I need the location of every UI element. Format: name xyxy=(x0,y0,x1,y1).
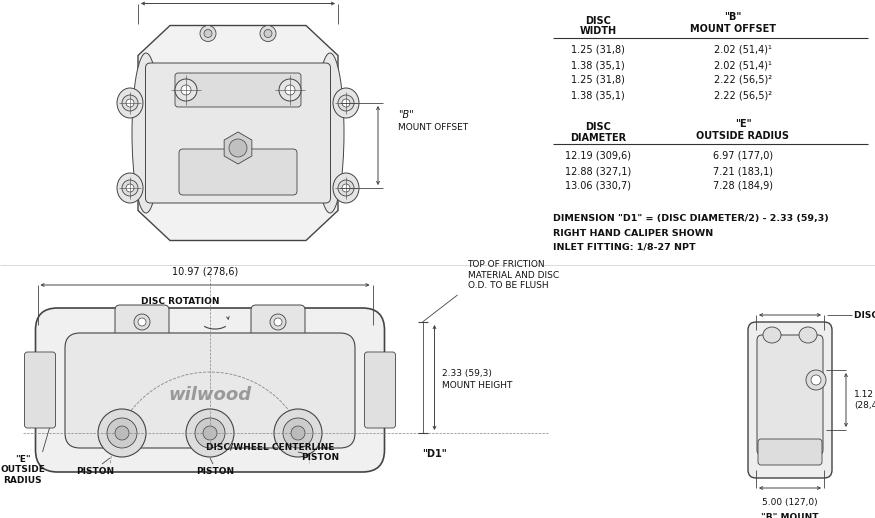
Text: 2.22 (56,5)²: 2.22 (56,5)² xyxy=(714,90,772,100)
Circle shape xyxy=(122,180,138,196)
Text: DISC WIDTH: DISC WIDTH xyxy=(854,310,875,320)
Text: TOP OF FRICTION
MATERIAL AND DISC
O.D. TO BE FLUSH: TOP OF FRICTION MATERIAL AND DISC O.D. T… xyxy=(467,260,558,290)
Circle shape xyxy=(115,426,129,440)
Circle shape xyxy=(274,409,322,457)
Text: 1.38 (35,1): 1.38 (35,1) xyxy=(571,90,625,100)
Circle shape xyxy=(126,184,134,192)
FancyBboxPatch shape xyxy=(24,352,55,428)
FancyBboxPatch shape xyxy=(748,322,832,478)
Circle shape xyxy=(279,79,301,101)
Polygon shape xyxy=(224,132,252,164)
Circle shape xyxy=(204,30,212,37)
Text: 7.28 (184,9): 7.28 (184,9) xyxy=(713,181,773,191)
Circle shape xyxy=(291,426,305,440)
Circle shape xyxy=(229,139,247,157)
Text: DIAMETER: DIAMETER xyxy=(570,133,626,143)
Circle shape xyxy=(283,418,313,448)
Circle shape xyxy=(181,85,191,95)
Text: 2.02 (51,4)¹: 2.02 (51,4)¹ xyxy=(714,60,772,70)
Circle shape xyxy=(134,314,150,330)
Circle shape xyxy=(338,180,354,196)
Circle shape xyxy=(122,95,138,111)
Text: MOUNT HEIGHT: MOUNT HEIGHT xyxy=(443,381,513,390)
Text: 1.25 (31,8): 1.25 (31,8) xyxy=(571,45,625,55)
Ellipse shape xyxy=(333,88,359,118)
Text: INLET FITTING: 1/8-27 NPT: INLET FITTING: 1/8-27 NPT xyxy=(553,242,696,252)
Ellipse shape xyxy=(316,53,344,213)
FancyBboxPatch shape xyxy=(251,305,305,347)
Text: 2.33 (59,3): 2.33 (59,3) xyxy=(443,369,493,378)
Text: RIGHT HAND CALIPER SHOWN: RIGHT HAND CALIPER SHOWN xyxy=(553,228,713,237)
Circle shape xyxy=(338,95,354,111)
Text: 13.06 (330,7): 13.06 (330,7) xyxy=(565,181,631,191)
Text: MOUNT OFFSET: MOUNT OFFSET xyxy=(690,24,776,34)
Text: "D1": "D1" xyxy=(422,449,447,459)
Text: DIMENSION "D1" = (DISC DIAMETER/2) - 2.33 (59,3): DIMENSION "D1" = (DISC DIAMETER/2) - 2.3… xyxy=(553,214,829,223)
Text: OUTSIDE RADIUS: OUTSIDE RADIUS xyxy=(696,131,789,141)
Text: 12.88 (327,1): 12.88 (327,1) xyxy=(565,166,631,176)
Circle shape xyxy=(260,25,276,41)
Text: "B": "B" xyxy=(724,12,742,22)
Circle shape xyxy=(98,409,146,457)
FancyBboxPatch shape xyxy=(36,308,384,472)
FancyBboxPatch shape xyxy=(179,149,297,195)
Text: 1.25 (31,8): 1.25 (31,8) xyxy=(571,75,625,85)
Circle shape xyxy=(203,426,217,440)
Text: MOUNT OFFSET: MOUNT OFFSET xyxy=(398,122,468,132)
Text: DISC/WHEEL CENTERLINE: DISC/WHEEL CENTERLINE xyxy=(206,443,334,452)
Polygon shape xyxy=(138,25,338,240)
Text: 10.97 (278,6): 10.97 (278,6) xyxy=(172,267,238,277)
Text: "B": "B" xyxy=(398,110,414,120)
Text: WIDTH: WIDTH xyxy=(579,26,617,36)
FancyBboxPatch shape xyxy=(758,439,822,465)
Text: "B" MOUNT
OFFSET: "B" MOUNT OFFSET xyxy=(761,513,819,518)
Text: "E": "E" xyxy=(735,119,752,129)
Text: PISTON: PISTON xyxy=(196,468,234,477)
Ellipse shape xyxy=(333,173,359,203)
Text: 1.12
(28,4): 1.12 (28,4) xyxy=(854,390,875,410)
Text: wilwood: wilwood xyxy=(168,386,252,404)
FancyBboxPatch shape xyxy=(145,63,331,203)
Circle shape xyxy=(285,85,295,95)
Circle shape xyxy=(270,314,286,330)
Text: DISC: DISC xyxy=(585,16,611,26)
Circle shape xyxy=(195,418,225,448)
Text: 12.19 (309,6): 12.19 (309,6) xyxy=(565,151,631,161)
Circle shape xyxy=(264,30,272,37)
Ellipse shape xyxy=(117,173,143,203)
FancyBboxPatch shape xyxy=(365,352,396,428)
Circle shape xyxy=(811,375,821,385)
Ellipse shape xyxy=(799,327,817,343)
Text: "E"
OUTSIDE
RADIUS: "E" OUTSIDE RADIUS xyxy=(0,455,45,485)
Circle shape xyxy=(806,370,826,390)
Circle shape xyxy=(274,318,282,326)
Ellipse shape xyxy=(763,327,781,343)
Ellipse shape xyxy=(132,53,160,213)
Text: 5.00 (127,0): 5.00 (127,0) xyxy=(762,498,818,507)
Text: DISC: DISC xyxy=(585,122,611,132)
Text: 2.22 (56,5)²: 2.22 (56,5)² xyxy=(714,75,772,85)
Text: PISTON: PISTON xyxy=(76,468,114,477)
FancyBboxPatch shape xyxy=(757,335,823,455)
Text: 2.02 (51,4)¹: 2.02 (51,4)¹ xyxy=(714,45,772,55)
Circle shape xyxy=(186,409,234,457)
Circle shape xyxy=(342,184,350,192)
Ellipse shape xyxy=(117,88,143,118)
Circle shape xyxy=(200,25,216,41)
Text: 6.97 (177,0): 6.97 (177,0) xyxy=(713,151,774,161)
Text: DISC ROTATION: DISC ROTATION xyxy=(141,297,220,307)
FancyBboxPatch shape xyxy=(115,305,169,347)
Circle shape xyxy=(138,318,146,326)
FancyBboxPatch shape xyxy=(175,73,301,107)
Circle shape xyxy=(107,418,137,448)
Circle shape xyxy=(175,79,197,101)
Text: 7.21 (183,1): 7.21 (183,1) xyxy=(713,166,773,176)
Text: 1.38 (35,1): 1.38 (35,1) xyxy=(571,60,625,70)
Circle shape xyxy=(342,99,350,107)
Text: PISTON: PISTON xyxy=(301,453,340,463)
FancyBboxPatch shape xyxy=(65,333,355,448)
Circle shape xyxy=(126,99,134,107)
